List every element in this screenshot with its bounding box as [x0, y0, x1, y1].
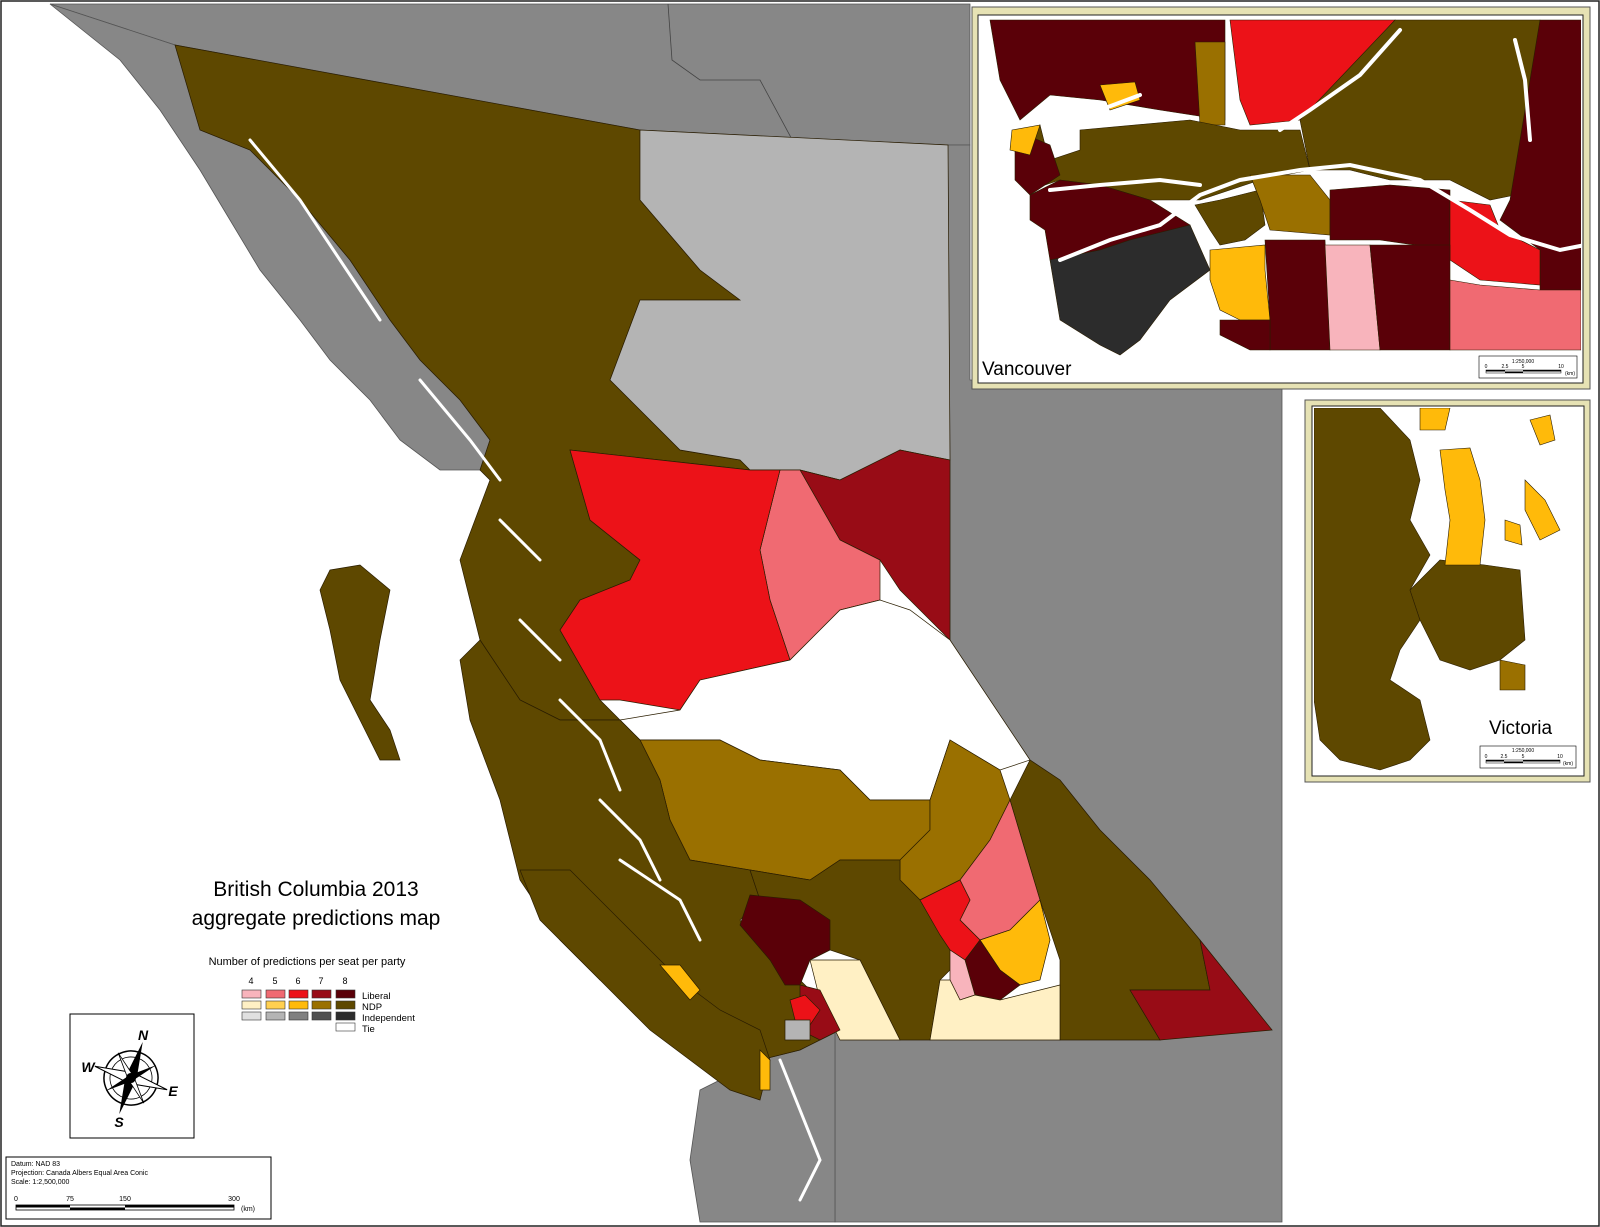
compass-e-label: E: [168, 1083, 178, 1099]
map-title-line1: British Columbia 2013: [213, 878, 418, 901]
victoria-scale-tick-5: 5: [1522, 754, 1525, 760]
scale-unit: (km): [241, 1206, 255, 1213]
victoria-label: Victoria: [1489, 718, 1552, 739]
legend-swatch-tie-1: [335, 1022, 356, 1032]
legend-swatch-independent-4: [311, 1011, 332, 1021]
riding-columbia: [1129, 939, 1273, 1041]
scale-tick-150: 150: [119, 1196, 131, 1203]
legend-swatch-ndp-4: [311, 1000, 332, 1010]
vancouver-label: Vancouver: [982, 359, 1072, 380]
legend-swatch-independent-3: [288, 1011, 309, 1021]
vancouver-scale: [1478, 355, 1578, 379]
victoria-scale-tick-2-5: 2.5: [1501, 754, 1508, 760]
riding-lower-mainland-centre: [789, 994, 821, 1026]
coastal-inlets: [248, 138, 822, 1202]
legend: Number of predictions per seat per party…: [209, 956, 416, 1035]
legend-swatch-ndp-3: [288, 1000, 309, 1010]
scale-tick-300: 300: [228, 1196, 240, 1203]
legend-swatch-liberal-1: [241, 989, 262, 999]
riding-nechako: [559, 449, 791, 711]
legend-swatch-independent-2: [265, 1011, 286, 1021]
legend-label-tie: Tie: [362, 1024, 375, 1035]
legend-swatch-liberal-4: [311, 989, 332, 999]
scale-tick-75: 75: [66, 1196, 74, 1203]
vancouver-scale-tick-5: 5: [1522, 364, 1525, 370]
victoria-scale-ratio: 1:250,000: [1512, 748, 1534, 754]
scale-line: Scale: 1:2,500,000: [11, 1179, 69, 1186]
neighbouring-land: [49, 3, 1283, 1223]
compass-icon: [94, 1041, 168, 1115]
vancouver-inset: 1:250,000 0 2.5 5 10 (km) Vancouver: [971, 6, 1591, 390]
legend-swatch-ndp-5: [335, 1000, 356, 1010]
riding-cowichan: [759, 1049, 771, 1091]
legend-swatch-liberal-2: [265, 989, 286, 999]
vancouver-water: [1048, 28, 1581, 262]
ridings: [174, 44, 1273, 1101]
victoria-scale-tick-0: 0: [1485, 754, 1488, 760]
legend-swatch-liberal-3: [288, 989, 309, 999]
scale-tick-0: 0: [14, 1196, 18, 1203]
legend-swatch-liberal-5: [335, 989, 356, 999]
riding-lower-mainland-north: [739, 894, 831, 986]
riding-boundary-east: [929, 979, 1061, 1041]
datum-box: Datum: NAD 83 Projection: Canada Albers …: [5, 1156, 272, 1220]
legend-counts: 4 5 6 7 8: [248, 976, 347, 986]
legend-swatches: [241, 989, 356, 1032]
compass-n-label: N: [138, 1027, 149, 1043]
vancouver-scale-tick-0: 0: [1485, 364, 1488, 370]
vancouver-scale-tick-10: 10: [1558, 364, 1564, 370]
victoria-scale: [1479, 745, 1577, 769]
compass-w-label: W: [81, 1059, 96, 1075]
riding-peace-river-north: [609, 129, 951, 481]
vancouver-scale-tick-2-5: 2.5: [1502, 364, 1509, 370]
legend-count-8: 8: [342, 976, 347, 986]
legend-label-ndp: NDP: [362, 1002, 382, 1013]
riding-powell-river: [659, 964, 701, 1001]
vancouver-ridings: [989, 19, 1581, 356]
riding-haida-gwaii: [319, 564, 401, 761]
compass-s-label: S: [114, 1114, 124, 1130]
compass-rose: N S E W: [69, 1013, 195, 1139]
map-title-line2: aggregate predictions map: [192, 907, 441, 930]
legend-swatch-independent-1: [241, 1011, 262, 1021]
vancouver-scale-unit: (km): [1565, 371, 1575, 377]
legend-heading: Number of predictions per seat per party: [209, 956, 406, 968]
legend-label-liberal: Liberal: [362, 991, 391, 1002]
legend-count-4: 4: [248, 976, 253, 986]
victoria-ridings: [1314, 408, 1561, 771]
legend-count-6: 6: [295, 976, 300, 986]
vancouver-scale-ratio: 1:250,000: [1512, 359, 1534, 365]
legend-swatch-ndp-2: [265, 1000, 286, 1010]
victoria-scale-unit: (km): [1563, 761, 1573, 767]
projection-line: Projection: Canada Albers Equal Area Con…: [11, 1170, 148, 1177]
legend-label-independent: Independent: [362, 1013, 415, 1024]
legend-count-5: 5: [272, 976, 277, 986]
legend-count-7: 7: [318, 976, 323, 986]
victoria-scale-tick-10: 10: [1557, 754, 1563, 760]
scale-bar: [15, 1204, 235, 1211]
victoria-inset: 1:250,000 0 2.5 5 10 (km) Victoria: [1304, 399, 1591, 783]
legend-swatch-independent-5: [335, 1011, 356, 1021]
riding-vancouver-core: [784, 1019, 811, 1041]
legend-swatch-ndp-1: [241, 1000, 262, 1010]
datum-line: Datum: NAD 83: [11, 1161, 60, 1168]
